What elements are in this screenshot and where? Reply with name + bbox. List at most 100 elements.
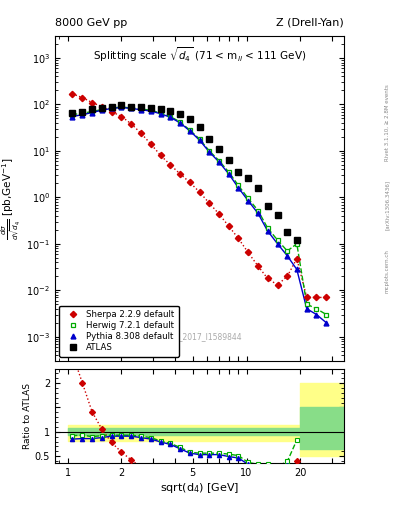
Herwig 7.2.1 default	[139, 106, 143, 112]
Herwig 7.2.1 default	[304, 301, 309, 307]
Pythia 8.308 default	[275, 241, 280, 247]
ATLAS	[90, 106, 94, 113]
Sherpa 2.2.9 default	[90, 99, 94, 105]
Pythia 8.308 default	[197, 137, 202, 143]
Pythia 8.308 default	[256, 210, 261, 217]
ATLAS	[139, 104, 143, 110]
Line: Herwig 7.2.1 default: Herwig 7.2.1 default	[70, 104, 329, 317]
ATLAS	[168, 108, 173, 114]
Line: Sherpa 2.2.9 default: Sherpa 2.2.9 default	[70, 92, 329, 300]
Pythia 8.308 default	[139, 106, 143, 113]
Sherpa 2.2.9 default	[139, 130, 143, 136]
Sherpa 2.2.9 default	[217, 211, 221, 217]
ATLAS	[226, 157, 231, 163]
Pythia 8.308 default	[246, 198, 250, 204]
Herwig 7.2.1 default	[158, 110, 163, 116]
Pythia 8.308 default	[207, 149, 212, 155]
Pythia 8.308 default	[226, 171, 231, 177]
ATLAS	[197, 124, 202, 131]
Line: Pythia 8.308 default: Pythia 8.308 default	[70, 105, 329, 325]
ATLAS	[187, 116, 192, 122]
Pythia 8.308 default	[129, 105, 134, 112]
Herwig 7.2.1 default	[80, 110, 85, 116]
Herwig 7.2.1 default	[256, 207, 261, 214]
Sherpa 2.2.9 default	[149, 141, 153, 147]
Sherpa 2.2.9 default	[324, 294, 329, 301]
Pythia 8.308 default	[304, 306, 309, 312]
Herwig 7.2.1 default	[129, 105, 134, 111]
Herwig 7.2.1 default	[70, 112, 75, 118]
Pythia 8.308 default	[314, 311, 319, 317]
ATLAS	[149, 104, 153, 111]
Sherpa 2.2.9 default	[207, 200, 212, 206]
ATLAS	[265, 203, 270, 209]
Sherpa 2.2.9 default	[265, 275, 270, 282]
Y-axis label: $\frac{d\sigma}{d\sqrt{d_4}}$ [pb,GeV$^{-1}$]: $\frac{d\sigma}{d\sqrt{d_4}}$ [pb,GeV$^{…	[0, 157, 24, 240]
ATLAS	[256, 185, 261, 191]
Pythia 8.308 default	[99, 107, 104, 113]
Herwig 7.2.1 default	[314, 306, 319, 312]
Pythia 8.308 default	[324, 319, 329, 326]
Sherpa 2.2.9 default	[246, 249, 250, 255]
Pythia 8.308 default	[158, 111, 163, 117]
ATLAS	[129, 103, 134, 110]
Herwig 7.2.1 default	[324, 311, 329, 317]
Herwig 7.2.1 default	[236, 182, 241, 188]
Pythia 8.308 default	[109, 105, 114, 112]
Herwig 7.2.1 default	[168, 114, 173, 120]
ATLAS	[217, 146, 221, 152]
Text: Rivet 3.1.10, ≥ 2.8M events: Rivet 3.1.10, ≥ 2.8M events	[385, 84, 389, 161]
Text: 8000 GeV pp: 8000 GeV pp	[55, 18, 127, 28]
Herwig 7.2.1 default	[149, 107, 153, 113]
Pythia 8.308 default	[70, 114, 75, 120]
ATLAS	[294, 237, 299, 243]
Sherpa 2.2.9 default	[158, 153, 163, 159]
X-axis label: sqrt(d$_4$) [GeV]: sqrt(d$_4$) [GeV]	[160, 481, 239, 495]
Sherpa 2.2.9 default	[99, 103, 104, 110]
Legend: Sherpa 2.2.9 default, Herwig 7.2.1 default, Pythia 8.308 default, ATLAS: Sherpa 2.2.9 default, Herwig 7.2.1 defau…	[59, 306, 178, 357]
Sherpa 2.2.9 default	[187, 179, 192, 185]
Text: Z (Drell-Yan): Z (Drell-Yan)	[276, 18, 344, 28]
ATLAS	[178, 111, 182, 117]
Herwig 7.2.1 default	[109, 105, 114, 111]
Herwig 7.2.1 default	[99, 106, 104, 113]
Text: ATLAS_2017_I1589844: ATLAS_2017_I1589844	[156, 332, 243, 342]
Text: mcplots.cern.ch: mcplots.cern.ch	[385, 249, 389, 293]
Pythia 8.308 default	[149, 108, 153, 114]
Sherpa 2.2.9 default	[304, 294, 309, 301]
Sherpa 2.2.9 default	[314, 294, 319, 301]
ATLAS	[236, 169, 241, 175]
Sherpa 2.2.9 default	[80, 95, 85, 101]
Pythia 8.308 default	[178, 120, 182, 126]
Sherpa 2.2.9 default	[226, 223, 231, 229]
ATLAS	[246, 175, 250, 181]
Pythia 8.308 default	[119, 104, 124, 111]
Sherpa 2.2.9 default	[178, 171, 182, 177]
Text: Splitting scale $\sqrt{d_4}$ (71 < m$_{ll}$ < 111 GeV): Splitting scale $\sqrt{d_4}$ (71 < m$_{l…	[93, 46, 306, 65]
Herwig 7.2.1 default	[90, 109, 94, 115]
Pythia 8.308 default	[294, 266, 299, 272]
Sherpa 2.2.9 default	[256, 263, 261, 269]
Herwig 7.2.1 default	[187, 127, 192, 133]
ATLAS	[99, 104, 104, 111]
Herwig 7.2.1 default	[226, 169, 231, 175]
ATLAS	[275, 212, 280, 218]
Sherpa 2.2.9 default	[197, 189, 202, 195]
ATLAS	[119, 102, 124, 109]
Pythia 8.308 default	[80, 112, 85, 118]
Sherpa 2.2.9 default	[275, 282, 280, 288]
Pythia 8.308 default	[285, 253, 290, 259]
Herwig 7.2.1 default	[294, 241, 299, 247]
Text: [arXiv:1306.3436]: [arXiv:1306.3436]	[385, 180, 389, 230]
Pythia 8.308 default	[236, 185, 241, 191]
Herwig 7.2.1 default	[285, 248, 290, 254]
Herwig 7.2.1 default	[265, 225, 270, 231]
Sherpa 2.2.9 default	[119, 114, 124, 120]
Sherpa 2.2.9 default	[285, 273, 290, 280]
Pythia 8.308 default	[265, 228, 270, 234]
ATLAS	[158, 106, 163, 112]
Herwig 7.2.1 default	[217, 158, 221, 164]
Sherpa 2.2.9 default	[129, 121, 134, 127]
Sherpa 2.2.9 default	[70, 91, 75, 97]
Line: ATLAS: ATLAS	[69, 102, 300, 243]
